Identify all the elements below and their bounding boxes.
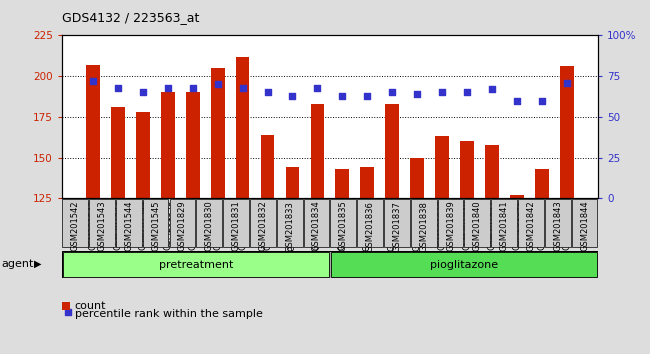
Text: GSM201839: GSM201839 [446,201,455,251]
Text: GSM201837: GSM201837 [393,201,402,252]
Bar [385,104,399,198]
Point [462,90,472,95]
Bar [485,144,499,198]
Bar [304,199,330,247]
Text: GSM201833: GSM201833 [285,201,294,252]
Point [487,86,497,92]
Text: GSM201542: GSM201542 [71,201,80,251]
Point [213,81,223,87]
Point [437,90,447,95]
Point [337,93,348,98]
Bar [143,199,168,247]
Point [312,85,322,90]
Bar [465,199,490,247]
Bar [411,199,437,247]
Text: GSM201842: GSM201842 [526,201,536,251]
Text: GSM201836: GSM201836 [365,201,374,252]
Point [387,90,397,95]
Bar [89,199,115,247]
Bar [186,92,200,198]
Point [562,80,572,85]
Point [237,85,248,90]
Text: pretreatment: pretreatment [159,259,233,270]
Point [537,98,547,103]
Text: GSM201843: GSM201843 [553,201,562,251]
Text: count: count [75,301,106,311]
Text: agent: agent [1,259,34,269]
Text: GSM201543: GSM201543 [98,201,107,251]
Bar [62,199,88,247]
Bar [518,199,544,247]
Text: ▶: ▶ [34,259,42,269]
Bar [161,92,175,198]
Text: GSM201838: GSM201838 [419,201,428,252]
Text: GSM201834: GSM201834 [312,201,321,251]
Point [512,98,522,103]
Bar [285,167,300,198]
Bar [62,252,329,277]
Text: GSM201830: GSM201830 [205,201,214,251]
Point [362,93,372,98]
Text: GSM201840: GSM201840 [473,201,482,251]
Bar [491,199,517,247]
Bar [545,199,571,247]
Bar [250,199,276,247]
Bar [335,169,349,198]
Bar [560,66,573,198]
Bar [384,199,410,247]
Bar [111,107,125,198]
Bar [223,199,249,247]
Bar [572,199,597,247]
Bar [170,199,195,247]
Bar [360,167,374,198]
Bar [136,112,150,198]
Bar [86,65,100,198]
Point [412,91,423,97]
Bar [261,135,274,198]
Text: GSM201544: GSM201544 [124,201,133,251]
Point [188,85,198,90]
Text: GSM201545: GSM201545 [151,201,160,251]
Text: pioglitazone: pioglitazone [430,259,498,270]
Point [263,90,273,95]
Bar [436,136,449,198]
Point [162,85,173,90]
Bar [311,104,324,198]
Text: GSM201832: GSM201832 [258,201,267,251]
Text: GSM201831: GSM201831 [231,201,240,251]
Bar [277,199,302,247]
Bar [460,141,474,198]
Text: GSM201829: GSM201829 [178,201,187,251]
Text: GSM201835: GSM201835 [339,201,348,251]
Bar [331,252,597,277]
Point [112,85,123,90]
Bar [410,158,424,198]
Point [88,78,98,84]
Point [62,309,73,314]
Bar [116,199,142,247]
Bar [510,195,524,198]
Text: GSM201844: GSM201844 [580,201,589,251]
Bar [236,57,250,198]
Text: percentile rank within the sample: percentile rank within the sample [75,309,263,319]
Point [138,90,148,95]
Point [287,93,298,98]
Bar [437,199,463,247]
Bar [211,68,224,198]
Text: GSM201841: GSM201841 [500,201,509,251]
Bar [330,199,356,247]
Bar [196,199,222,247]
Bar [535,169,549,198]
Bar [358,199,383,247]
Text: GDS4132 / 223563_at: GDS4132 / 223563_at [62,11,199,24]
